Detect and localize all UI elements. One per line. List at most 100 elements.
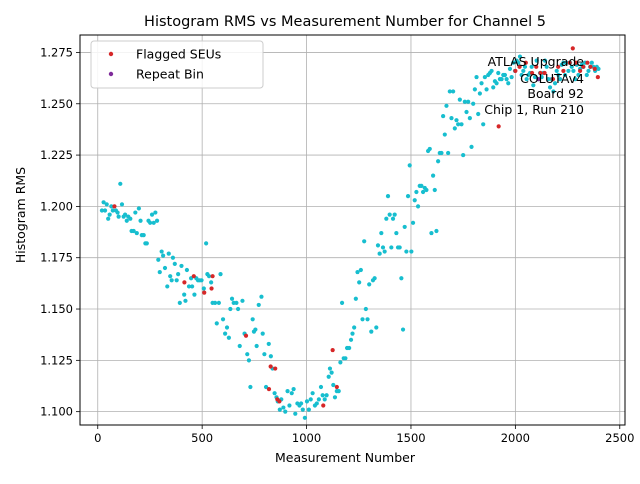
data-point [506,81,511,86]
data-point [420,189,426,195]
data-point [224,325,230,330]
data-point [502,72,508,78]
data-point [489,68,494,74]
flagged-seu-point [202,290,207,295]
data-point [151,220,156,225]
data-point [226,335,231,340]
data-point [99,208,105,213]
data-point [504,77,509,82]
flagged-seu-point [517,64,522,69]
data-point [444,103,449,108]
data-point [192,292,197,297]
data-point [469,144,474,149]
data-point [467,116,472,121]
flagged-seu-point [585,60,590,65]
data-point [491,85,496,90]
flagged-seu-point [550,77,556,82]
y-tick-label: 1.225 [40,148,73,162]
data-point [431,173,436,178]
data-point [327,366,333,371]
data-point [183,298,188,303]
data-point [119,202,125,207]
flagged-seu-point [561,68,566,74]
data-point [552,81,558,86]
data-point [283,409,288,414]
data-point [260,331,265,336]
data-point [384,216,389,221]
y-axis-label: Histogram RMS [13,167,28,263]
data-point [245,352,250,357]
data-point [441,113,446,119]
data-point [268,354,273,359]
flagged-seu-point [534,64,539,69]
data-point [419,183,424,188]
data-point [414,189,419,195]
flagged-seu-point [529,70,535,76]
data-point [374,325,379,330]
data-point [201,286,206,291]
data-point [429,230,434,236]
x-tick-label: 0 [94,431,101,445]
y-tick-label: 1.200 [40,199,73,213]
data-point [324,393,329,398]
data-point [102,208,108,213]
chart-title: Histogram RMS vs Measurement Number for … [144,14,546,30]
data-point [557,77,563,82]
data-point [415,204,421,209]
data-point [250,317,255,322]
data-point [216,300,221,305]
legend-marker-repeat [108,71,114,77]
data-point [320,393,325,398]
data-point [357,280,362,285]
data-point [479,81,484,86]
data-point [218,272,223,277]
data-point [511,60,516,65]
data-point [380,245,386,250]
data-point [123,212,128,217]
data-point [310,391,315,396]
flagged-seu-point [595,74,600,80]
data-point [154,218,160,223]
data-point [223,331,228,336]
data-point [115,210,120,215]
data-point [551,89,556,94]
data-point [390,216,396,221]
data-point [134,230,139,236]
data-point [355,269,360,275]
data-point [402,224,407,230]
data-point [331,382,336,388]
data-point [409,249,414,254]
data-point [531,83,536,88]
data-point [266,341,271,347]
data-point [131,228,136,234]
data-point [159,249,164,254]
data-point [522,64,528,69]
data-point [474,74,479,80]
data-point [363,306,368,312]
data-point [306,407,311,412]
data-point [352,325,357,330]
data-point [456,122,461,127]
y-tick-label: 1.175 [40,251,73,265]
data-point [439,150,444,156]
data-point [148,220,153,225]
y-tick-label: 1.275 [40,45,73,59]
data-point [464,109,469,115]
data-point [476,111,481,117]
data-point [259,294,264,299]
data-point [133,210,138,215]
data-point [308,397,313,402]
data-point [452,126,457,131]
data-point [118,181,123,186]
x-tick-label: 1500 [396,431,425,445]
data-point [235,306,241,312]
data-point [494,81,499,86]
data-point [532,74,538,80]
data-point [177,300,182,305]
data-point [353,296,358,301]
data-point [367,282,372,287]
data-point [240,298,245,303]
data-point [400,327,406,332]
legend-label-repeat: Repeat Bin [136,67,204,82]
